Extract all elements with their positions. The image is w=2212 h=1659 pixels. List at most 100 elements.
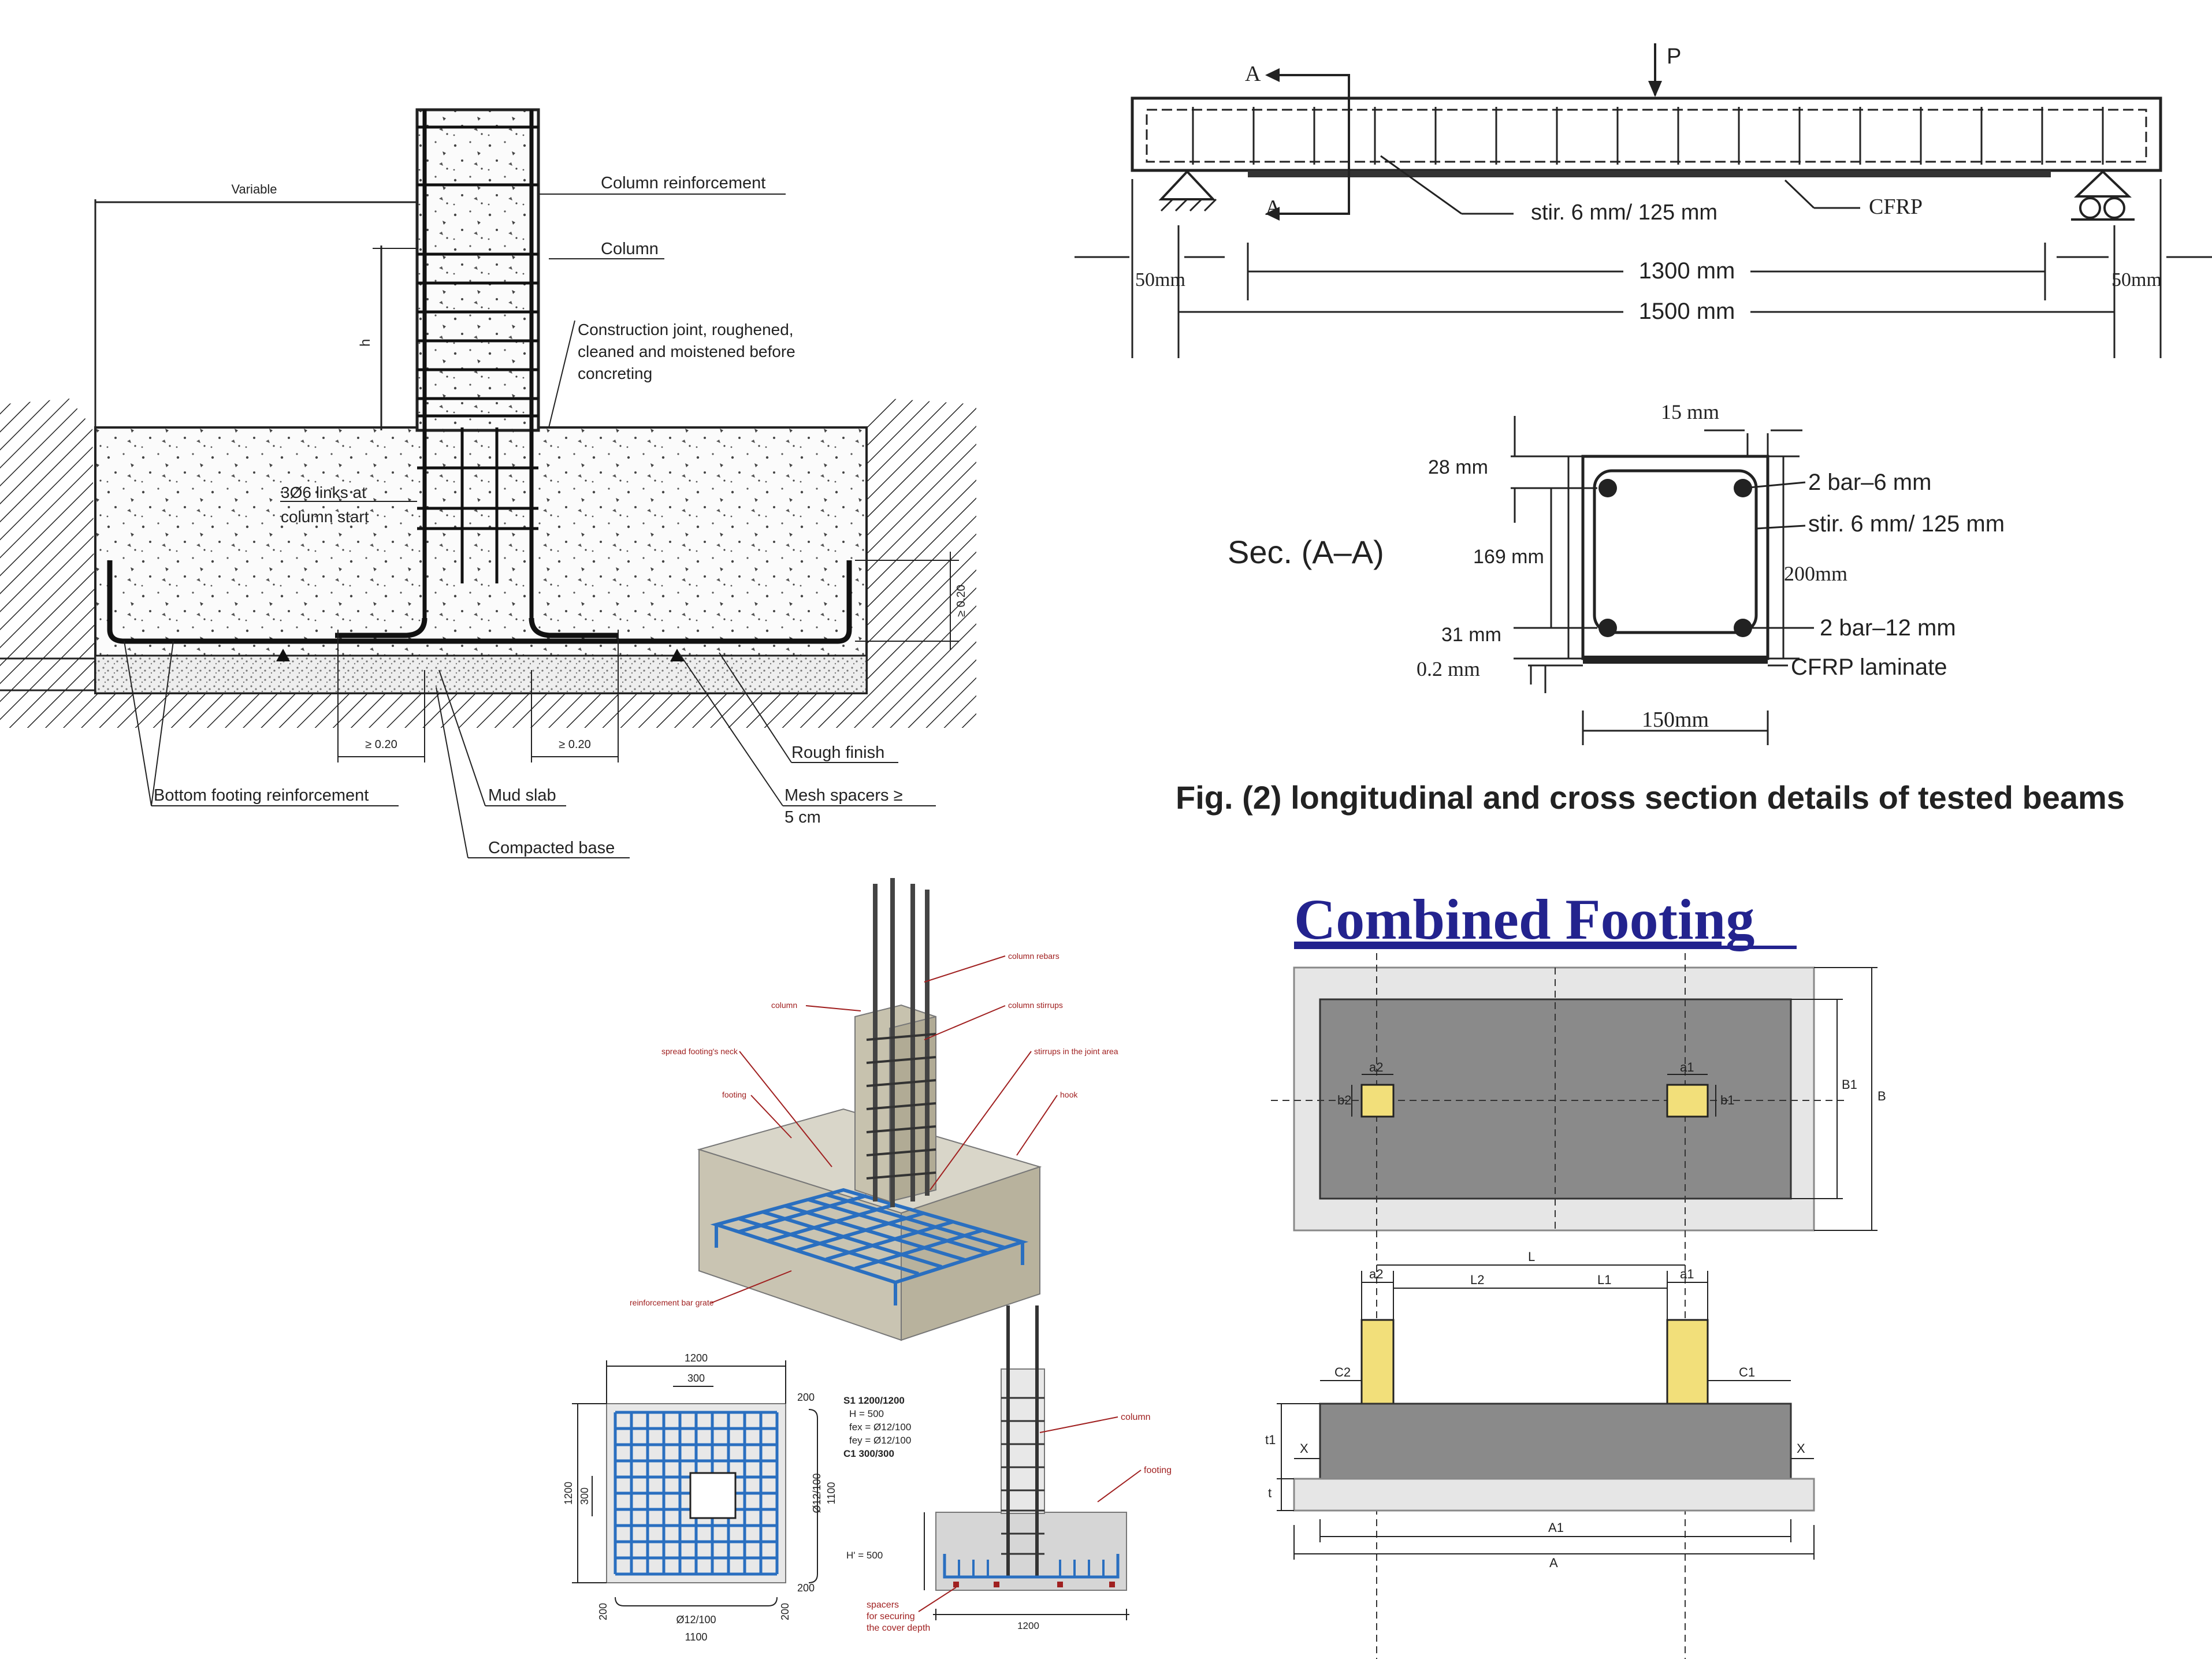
elev-a1: a1 — [1680, 1267, 1694, 1281]
mesh-spacers-label-1: Mesh spacers ≥ — [785, 786, 903, 805]
column-shaft — [415, 108, 540, 432]
label-hook: hook — [1060, 1090, 1078, 1099]
spacers-label-3: the cover depth — [867, 1623, 930, 1633]
elev-column-left — [1360, 1319, 1395, 1405]
mud-slab-layer — [94, 654, 868, 694]
combined-footing-title: Combined Footing — [1294, 887, 1754, 951]
stirrup-label: stir. 6 mm/ 125 mm — [1531, 200, 1717, 225]
plan-column-right — [1666, 1084, 1709, 1118]
top-bar-left — [1598, 479, 1617, 497]
bottom-reinforcement-label: Bottom footing reinforcement — [154, 786, 369, 805]
dim-02mm: 0.2 mm — [1417, 657, 1480, 680]
elev-t: t — [1268, 1486, 1272, 1500]
cfrp-laminate — [1583, 656, 1768, 664]
dim-L1: L1 — [1597, 1273, 1611, 1287]
elev-column-label: column — [1121, 1412, 1151, 1422]
span-1300-label: 1300 mm — [1639, 258, 1735, 284]
dim-15mm: 15 mm — [1661, 400, 1719, 423]
plan-dim-200-bl: 200 — [597, 1603, 609, 1620]
end-right-label: 50mm — [2111, 269, 2162, 291]
pin-support — [1158, 170, 1216, 200]
elev-dim-1200: 1200 — [1017, 1620, 1039, 1631]
spacers-label-2: for securing — [867, 1612, 915, 1621]
joint-label-1: Construction joint, roughened, — [578, 321, 794, 339]
joint-label-2: cleaned and moistened before — [578, 343, 795, 360]
section-aa-label: Sec. (A–A) — [1228, 534, 1384, 570]
combined-footing-svg: Combined Footing a2 a1 b2 b1 B1 B L a2 L… — [1265, 887, 1886, 1659]
elev-X-left: X — [1300, 1441, 1308, 1456]
plan-dim-300-left: 300 — [579, 1487, 590, 1505]
roller-support — [2074, 170, 2132, 198]
dim-169mm: 169 mm — [1473, 546, 1544, 568]
column-stirrups-3d — [866, 1033, 936, 1180]
plan-dim-300-top: 300 — [687, 1372, 705, 1384]
spec-fex: fex = Ø12/100 — [849, 1422, 911, 1433]
joint-label-3: concreting — [578, 364, 652, 382]
dim-L: L — [1528, 1249, 1535, 1264]
label-footing: footing — [722, 1090, 746, 1099]
plan-b1: b1 — [1720, 1093, 1734, 1107]
section-a-top: A — [1245, 62, 1261, 86]
links-label-1: 3Ø6 links at — [281, 483, 366, 501]
plan-dim-1100-vert: 1100 — [826, 1482, 837, 1505]
compacted-base-label: Compacted base — [488, 839, 615, 857]
combined-footing-diagram: Combined Footing a2 a1 b2 b1 B1 B L a2 L… — [1213, 866, 2212, 1659]
plan-dim-1200-left: 1200 — [563, 1482, 574, 1505]
spec-h500: H = 500 — [849, 1408, 884, 1419]
elev-C1: C1 — [1739, 1365, 1755, 1379]
beam-detail-svg: P A A stir. 6 mm/ 125 mm CFRP 1300 mm 15… — [1075, 43, 2212, 816]
elev-footing-label: footing — [1144, 1465, 1172, 1475]
bottom-bars-label: 2 bar–12 mm — [1820, 615, 1956, 641]
footing-right-face — [901, 1166, 1040, 1341]
ground-hatching — [0, 399, 976, 728]
spacers-label-1: spacers — [867, 1600, 899, 1610]
plan-dim-200-r2: 200 — [797, 1582, 815, 1594]
bottom-reinforcement — [107, 560, 852, 644]
cfrp-label: CFRP — [1869, 195, 1923, 219]
plan-dim-1100-bottom: 1100 — [685, 1631, 708, 1643]
dim-020-right: ≥ 0.20 — [955, 585, 968, 616]
elev-A: A — [1549, 1556, 1558, 1570]
load-p-label: P — [1667, 44, 1681, 69]
dim-020-b: ≥ 0.20 — [559, 738, 590, 751]
spec-c1: C1 300/300 — [843, 1448, 894, 1459]
beam-detail-diagram: P A A stir. 6 mm/ 125 mm CFRP 1300 mm 15… — [1075, 0, 2212, 866]
stirrup-section-label: stir. 6 mm/ 125 mm — [1808, 511, 2005, 537]
elev-column-right — [1666, 1319, 1709, 1405]
label-joint-stirrups: stirrups in the joint area — [1034, 1047, 1118, 1056]
elev-footing-slab — [1319, 1403, 1792, 1480]
cfrp-plate — [1248, 170, 2051, 177]
elev-t1: t1 — [1265, 1433, 1276, 1447]
plan-B1: B1 — [1842, 1077, 1857, 1092]
label-column: column — [771, 1000, 797, 1010]
dim-28mm: 28 mm — [1428, 456, 1488, 478]
elev-a2: a2 — [1369, 1267, 1383, 1281]
plan-dim-1200-top: 1200 — [685, 1352, 708, 1364]
plan-a1: a1 — [1680, 1060, 1694, 1074]
spread-footing-diagram: column rebars column column stirrups spr… — [520, 866, 1213, 1659]
top-bars-label: 2 bar–6 mm — [1808, 470, 1931, 495]
cross-section-stirrup — [1593, 469, 1758, 634]
dim-200mm: 200mm — [1784, 562, 1847, 585]
plan-dim-200-br: 200 — [779, 1603, 791, 1620]
bottom-bar-left — [1598, 619, 1617, 637]
rebar-grid-3d — [710, 1188, 1029, 1305]
elev-blinding — [1293, 1478, 1815, 1512]
label-column-stirrups: column stirrups — [1008, 1000, 1063, 1010]
elev-A1: A1 — [1548, 1520, 1564, 1535]
elevation-footing — [935, 1512, 1127, 1591]
plan-b2: b2 — [1337, 1093, 1351, 1107]
spec-fey: fey = Ø12/100 — [849, 1435, 911, 1446]
plan-column — [689, 1472, 737, 1519]
elev-C2: C2 — [1334, 1365, 1351, 1379]
beam-caption: Fig. (2) longitudinal and cross section … — [1176, 779, 2125, 816]
label-column-rebars: column rebars — [1008, 951, 1059, 961]
rough-finish-label: Rough finish — [791, 743, 884, 762]
label-neck: spread footing's neck — [661, 1047, 738, 1056]
dim-31mm: 31 mm — [1441, 624, 1501, 646]
label-grate: reinforcement bar grate — [630, 1298, 714, 1307]
section-a-bottom: A — [1265, 196, 1281, 220]
dim-020-a: ≥ 0.20 — [365, 738, 397, 751]
span-1500-label: 1500 mm — [1639, 299, 1735, 324]
elev-X-right: X — [1797, 1441, 1805, 1456]
